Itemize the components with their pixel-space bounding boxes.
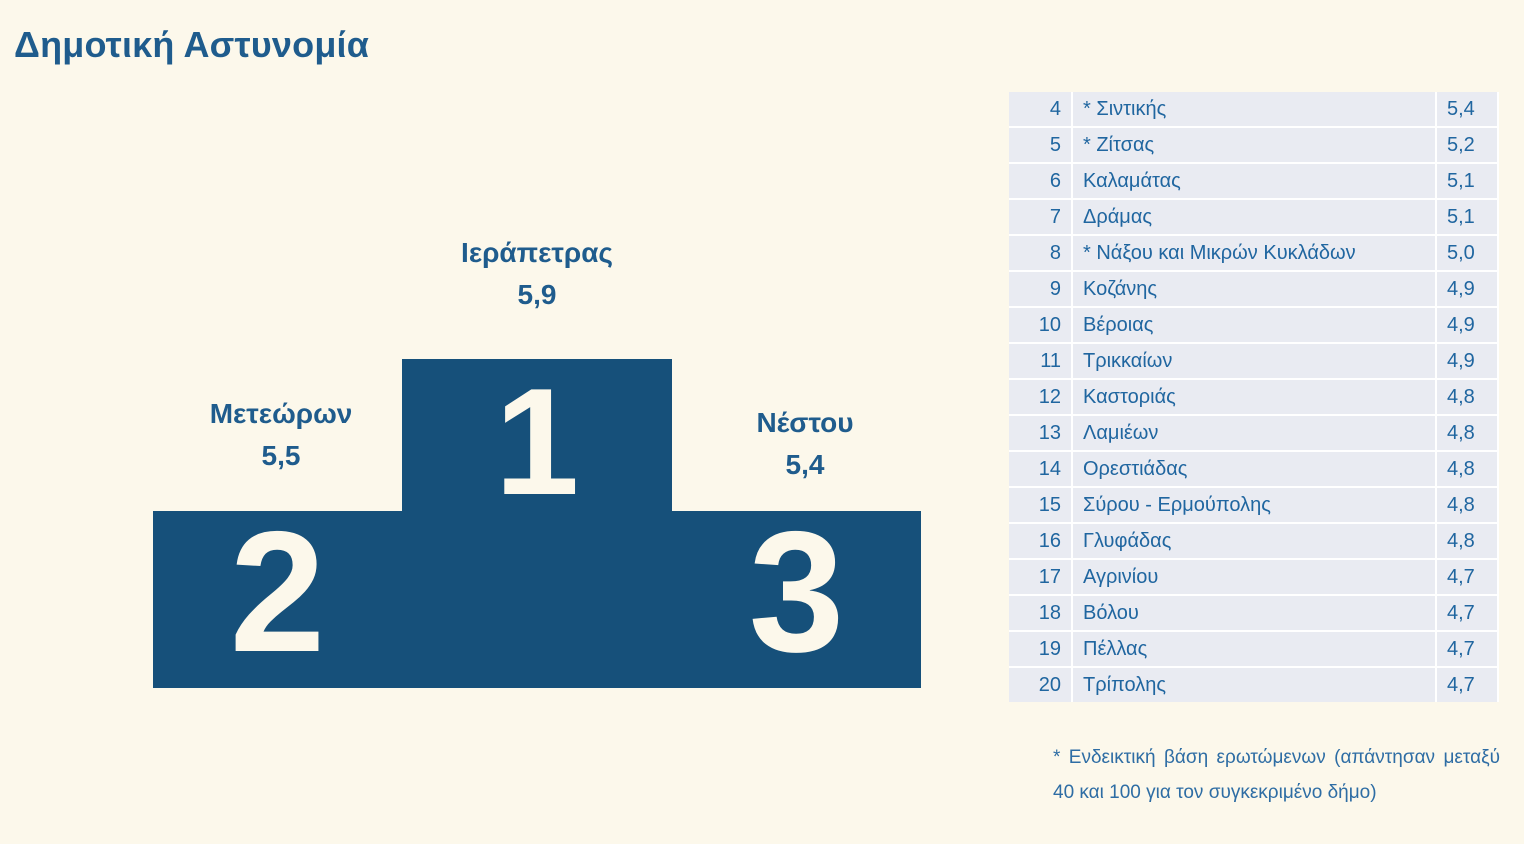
table-row-rank: 19 [1009,632,1071,666]
table-row-value: 4,8 [1437,524,1497,558]
table-row-name: Βέροιας [1073,308,1435,342]
table-row-rank: 20 [1009,668,1071,702]
table-row-value: 4,8 [1437,380,1497,414]
page-title: Δημοτική Αστυνομία [14,24,370,65]
podium-second-name: Μετεώρων [209,398,353,429]
podium-first-place-block [402,359,672,519]
table-row-value: 5,0 [1437,236,1497,270]
table-row-name: Βόλου [1073,596,1435,630]
table-row-value: 4,9 [1437,308,1497,342]
podium-rank-2: 2 [229,496,326,688]
ranking-table: 4 * Σιντικής 5,4 5 * Ζίτσας 5,2 6 Καλαμάτας 5,1 7… [1009,92,1499,702]
podium-first-name: Ιεράπετρας [461,237,613,268]
table-row-value: 5,1 [1437,200,1497,234]
table-row-name: * Σιντικής [1073,92,1435,126]
table-row-rank: 6 [1009,164,1071,198]
table-row-value: 5,1 [1437,164,1497,198]
podium-label-first: Ιεράπετρας 5,9 [461,232,613,316]
table-row-name: Καστοριάς [1073,380,1435,414]
table-row-name: Πέλλας [1073,632,1435,666]
table-row-value: 5,2 [1437,128,1497,162]
table-row-rank: 17 [1009,560,1071,594]
table-row-rank: 10 [1009,308,1071,342]
podium-second-value: 5,5 [261,440,301,471]
table-row-name: * Ζίτσας [1073,128,1435,162]
table-row-rank: 4 [1009,92,1071,126]
table-row-value: 4,7 [1437,596,1497,630]
table-row-value: 4,7 [1437,632,1497,666]
podium-label-second: Μετεώρων 5,5 [210,393,353,477]
podium-label-third: Νέστου 5,4 [756,402,853,486]
table-row-name: Καλαμάτας [1073,164,1435,198]
podium-rank-3: 3 [748,496,845,688]
table-row-rank: 12 [1009,380,1071,414]
table-row-rank: 8 [1009,236,1071,270]
table-row-value: 4,8 [1437,452,1497,486]
table-row-value: 4,8 [1437,488,1497,522]
table-row-name: Αγρινίου [1073,560,1435,594]
footnote: * Ενδεικτική βάση ερωτώμενων (απάντησαν … [1053,747,1500,803]
table-row-rank: 11 [1009,344,1071,378]
table-row-value: 4,7 [1437,560,1497,594]
table-row-name: Ορεστιάδας [1073,452,1435,486]
table-row-name: Σύρου - Ερμούπολης [1073,488,1435,522]
podium-rank-1: 1 [494,357,580,527]
table-row-rank: 9 [1009,272,1071,306]
table-row-rank: 16 [1009,524,1071,558]
table-row-value: 4,9 [1437,344,1497,378]
podium-third-value: 5,4 [785,449,825,480]
table-row-rank: 15 [1009,488,1071,522]
table-row-rank: 5 [1009,128,1071,162]
table-row-name: Γλυφάδας [1073,524,1435,558]
table-row-name: Κοζάνης [1073,272,1435,306]
table-row-value: 4,9 [1437,272,1497,306]
podium-base-block [153,511,921,688]
table-row-name: Δράμας [1073,200,1435,234]
podium-third-name: Νέστου [756,407,854,438]
table-row-name: Τρίπολης [1073,668,1435,702]
table-row-name: * Νάξου και Μικρών Κυκλάδων [1073,236,1435,270]
table-row-value: 4,7 [1437,668,1497,702]
table-row-value: 4,8 [1437,416,1497,450]
table-row-rank: 14 [1009,452,1071,486]
table-row-value: 5,4 [1437,92,1497,126]
table-row-name: Λαμιέων [1073,416,1435,450]
podium-first-value: 5,9 [517,279,557,310]
table-row-rank: 13 [1009,416,1071,450]
table-row-rank: 18 [1009,596,1071,630]
table-row-name: Τρικκαίων [1073,344,1435,378]
table-row-rank: 7 [1009,200,1071,234]
